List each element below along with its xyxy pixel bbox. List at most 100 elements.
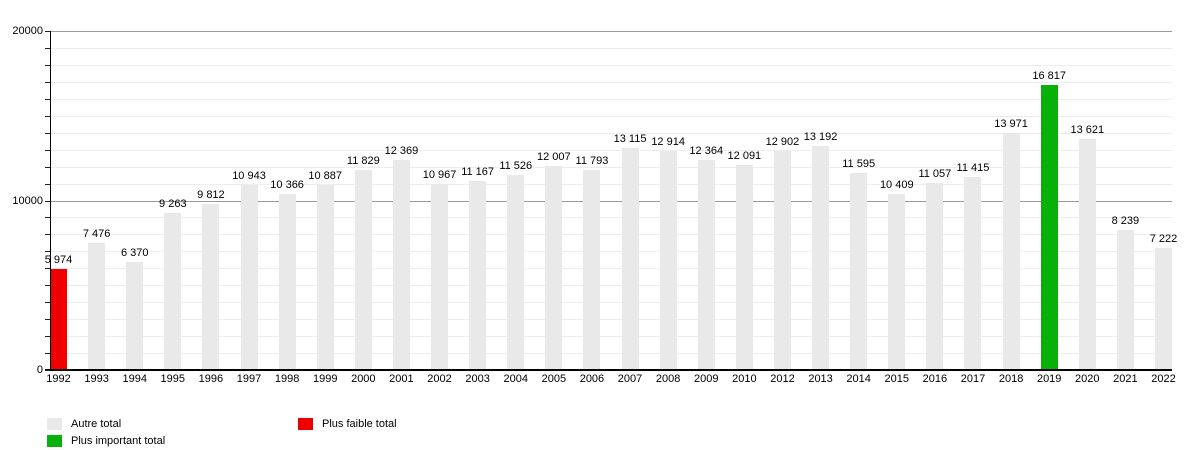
bar-other-1998 <box>278 194 296 370</box>
bar-value-label: 10 943 <box>232 169 266 182</box>
y-axis-tick <box>45 115 50 117</box>
bar-other-1997 <box>240 184 258 370</box>
gridline-minor <box>50 217 1172 219</box>
bar-other-2015 <box>888 193 906 370</box>
x-tick-label-1994: 1994 <box>122 373 147 385</box>
legend-label: Autre total <box>71 417 122 430</box>
bar-other-1993 <box>88 243 106 370</box>
gridline-minor <box>50 353 1172 355</box>
bar-value-label: 12 914 <box>651 136 685 149</box>
y-axis-tick <box>45 268 50 270</box>
bar-value-label: 11 793 <box>575 155 609 168</box>
gridline-minor <box>50 234 1172 236</box>
y-axis-tick <box>45 234 50 236</box>
y-axis-tick <box>45 47 50 49</box>
bar-value-label: 10 967 <box>422 169 457 182</box>
bar-value-label: 11 526 <box>499 159 533 172</box>
y-axis-tick <box>45 336 50 338</box>
gridline-major <box>50 31 1172 32</box>
y-axis-tick <box>45 98 50 100</box>
bar-other-1996 <box>202 203 220 370</box>
x-tick-label-1993: 1993 <box>84 373 109 385</box>
legend-item-min: Plus faible total <box>298 417 397 430</box>
bar-other-2007 <box>621 147 639 370</box>
y-axis-tick <box>45 217 50 219</box>
gridline-minor <box>50 81 1172 83</box>
x-tick-label-2022: 2022 <box>1151 373 1176 385</box>
y-axis-tick <box>45 166 50 168</box>
bar-value-label: 11 829 <box>346 154 380 167</box>
bar-value-label: 6 370 <box>120 247 149 260</box>
bar-value-label: 12 007 <box>537 151 571 164</box>
bar-value-label: 11 415 <box>956 161 990 174</box>
bar-other-2010 <box>735 165 753 370</box>
bar-other-2005 <box>545 166 563 370</box>
bar-other-2012 <box>773 151 791 370</box>
bar-value-label: 10 409 <box>879 178 914 191</box>
y-axis-tick <box>45 149 50 151</box>
x-tick-label-2020: 2020 <box>1075 373 1100 385</box>
bar-value-label: 13 115 <box>613 132 647 145</box>
y-axis-label: 0 <box>36 364 43 376</box>
y-axis-tick <box>45 132 50 134</box>
gridline-minor <box>50 302 1172 304</box>
y-axis-tick <box>45 200 50 202</box>
y-axis-tick <box>45 81 50 83</box>
bar-value-label: 11 595 <box>842 158 876 171</box>
gridline-minor <box>50 166 1172 168</box>
bar-value-label: 9 263 <box>159 198 187 210</box>
x-tick-label-2016: 2016 <box>922 373 948 385</box>
gridline-minor <box>50 336 1172 338</box>
bar-value-label: 7 476 <box>82 228 111 241</box>
gridline-minor <box>50 132 1172 134</box>
y-axis-line <box>50 31 51 371</box>
legend-item-max: Plus important total <box>47 434 165 447</box>
x-tick-label-2012: 2012 <box>770 373 795 385</box>
bar-value-label: 5 974 <box>44 253 73 266</box>
bar-value-label: 12 364 <box>689 145 724 158</box>
y-axis-tick <box>45 31 50 32</box>
x-tick-label-1999: 1999 <box>312 373 338 385</box>
bar-other-1999 <box>316 185 334 370</box>
y-axis-tick <box>45 183 50 185</box>
gridline-minor <box>50 251 1172 253</box>
x-tick-label-2001: 2001 <box>389 373 414 385</box>
y-axis-tick <box>45 319 50 321</box>
gridline-minor <box>50 115 1172 117</box>
gridline-minor <box>50 64 1172 66</box>
x-tick-label-1997: 1997 <box>236 373 262 385</box>
x-tick-label-2007: 2007 <box>617 373 643 385</box>
bar-other-2020 <box>1078 139 1096 370</box>
bar-value-label: 9 812 <box>197 188 225 201</box>
bar-other-2022 <box>1155 247 1172 370</box>
legend-swatch-min <box>298 417 313 430</box>
bar-value-label: 13 192 <box>803 131 838 144</box>
y-axis-label: 10000 <box>12 194 43 207</box>
x-tick-label-1998: 1998 <box>274 373 300 385</box>
bar-other-2001 <box>392 160 410 370</box>
x-tick-label-1992: 1992 <box>46 373 71 385</box>
bar-other-1994 <box>126 262 144 370</box>
y-axis-tick <box>45 64 50 66</box>
gridline-minor <box>50 268 1172 270</box>
bar-other-2021 <box>1116 230 1134 370</box>
legend-label: Plus faible total <box>322 417 397 430</box>
y-axis-tick <box>45 251 50 253</box>
x-tick-label-2005: 2005 <box>541 373 567 385</box>
y-axis-tick <box>45 302 50 304</box>
x-tick-label-1996: 1996 <box>198 373 224 385</box>
y-axis-label: 20000 <box>12 25 43 37</box>
x-tick-label-2015: 2015 <box>884 373 910 385</box>
bar-other-2013 <box>812 146 830 370</box>
gridline-minor <box>50 319 1172 321</box>
x-tick-label-2002: 2002 <box>427 373 452 385</box>
x-tick-label-1995: 1995 <box>160 373 186 385</box>
legend: Autre total Plus faible total Plus importa… <box>0 416 1200 450</box>
gridline-major <box>50 200 1172 202</box>
gridline-minor <box>50 98 1172 100</box>
legend-item-other: Autre total <box>47 417 121 430</box>
bar-other-2017 <box>964 176 982 370</box>
bar-other-2016 <box>926 182 944 370</box>
gridline-minor <box>50 149 1172 151</box>
